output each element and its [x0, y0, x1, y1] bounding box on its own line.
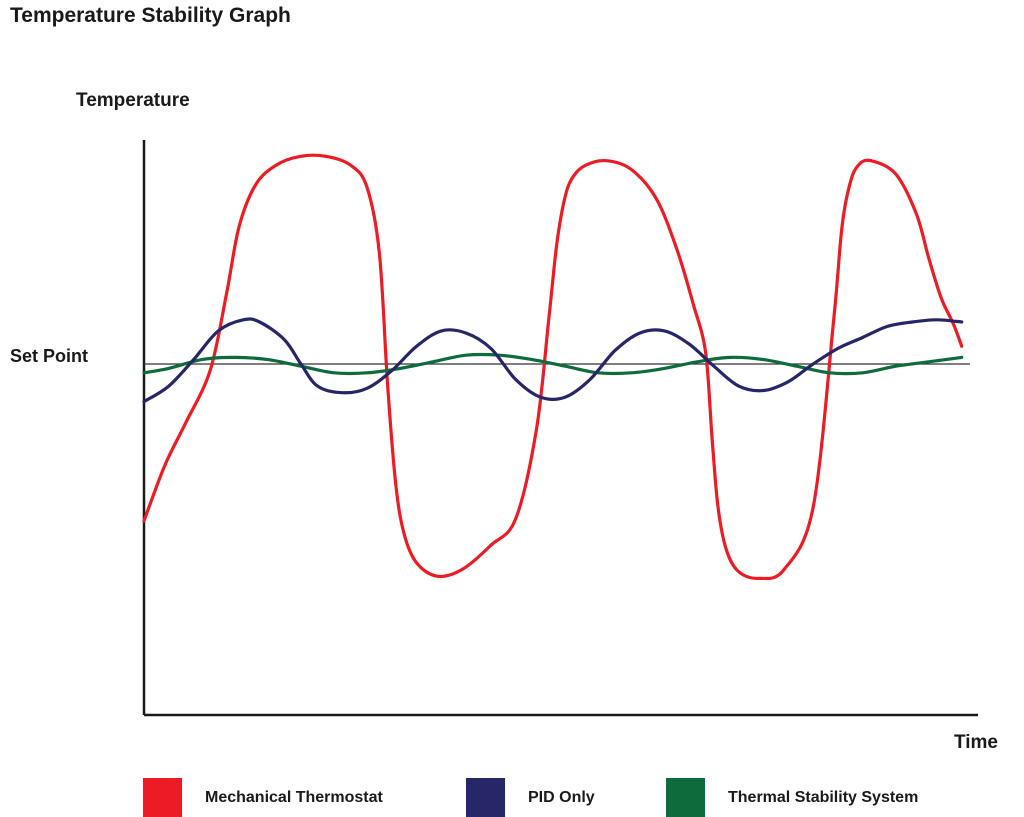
series-line-thermal-stability-system: [142, 352, 964, 376]
series-line-mechanical-thermostat: [142, 153, 964, 581]
x-axis-label: Time: [954, 732, 999, 753]
legend-item-pid-only: PID Only: [466, 778, 595, 817]
legend-label-thermal-stability-system: Thermal Stability System: [728, 788, 919, 806]
legend-item-thermal-stability-system: Thermal Stability System: [666, 778, 918, 817]
set-point-label: Set Point: [10, 346, 89, 366]
chart-legend: Mechanical Thermostat PID Only Thermal S…: [0, 778, 1024, 817]
chart-title: Temperature Stability Graph: [10, 4, 291, 27]
legend-swatch-pid-only: [466, 778, 505, 817]
legend-label-pid-only: PID Only: [528, 788, 595, 806]
legend-label-mechanical-thermostat: Mechanical Thermostat: [205, 788, 383, 806]
legend-swatch-thermal-stability-system: [666, 778, 705, 817]
series-line-pid-only: [142, 317, 964, 404]
legend-swatch-mechanical-thermostat: [143, 778, 182, 817]
y-axis-label: Temperature: [76, 90, 190, 111]
legend-item-mechanical-thermostat: Mechanical Thermostat: [143, 778, 383, 817]
